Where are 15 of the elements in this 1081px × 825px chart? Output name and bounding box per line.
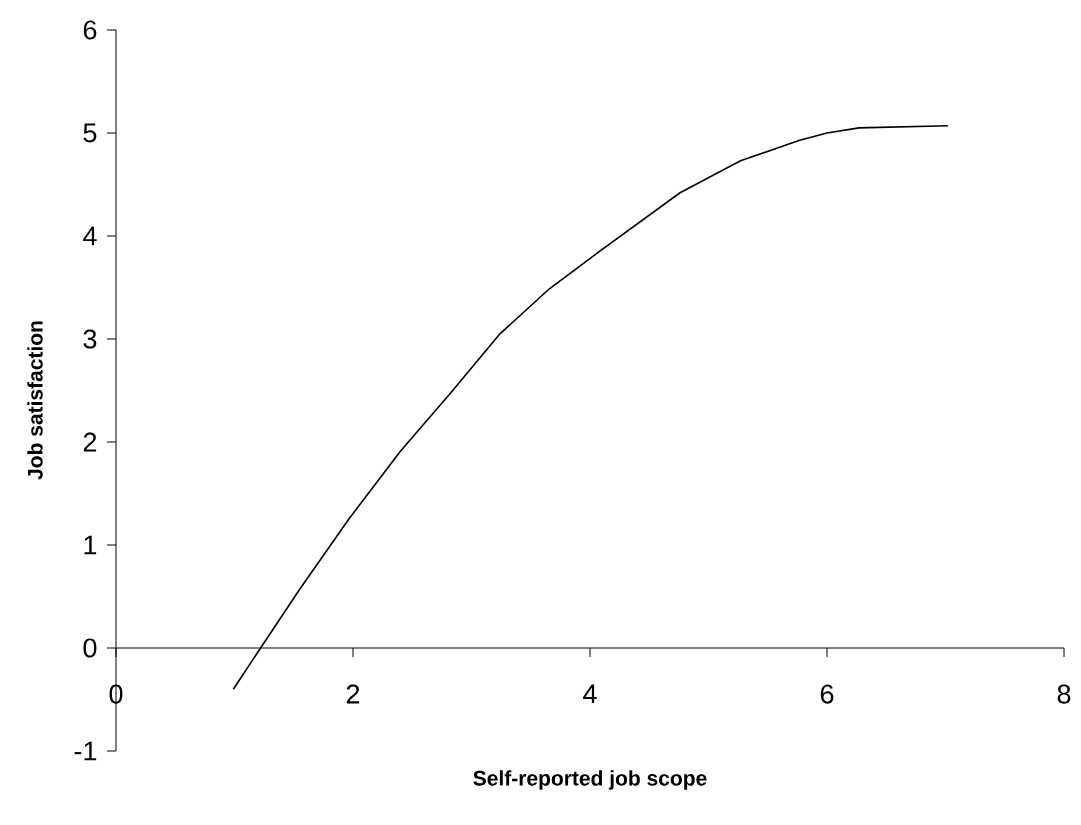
y-tick-label: 2 xyxy=(83,432,97,452)
y-axis-title: Job satisfaction xyxy=(27,321,43,480)
y-tick-label: 1 xyxy=(84,535,97,555)
x-axis-title: Self-reported job scope xyxy=(473,770,707,790)
y-tick-label: 3 xyxy=(83,329,97,349)
x-tick-label: 4 xyxy=(583,684,597,704)
x-tick-label: 6 xyxy=(820,684,834,704)
y-tick-label: -1 xyxy=(74,741,97,761)
x-tick-label: 2 xyxy=(346,684,360,704)
x-tick-label: 8 xyxy=(1057,684,1071,704)
y-tick-label: 5 xyxy=(83,123,97,143)
x-tick-label: 0 xyxy=(109,684,123,704)
y-tick-label: 4 xyxy=(83,226,97,246)
y-tick-label: 6 xyxy=(83,20,97,40)
y-tick-label: 0 xyxy=(83,638,97,658)
